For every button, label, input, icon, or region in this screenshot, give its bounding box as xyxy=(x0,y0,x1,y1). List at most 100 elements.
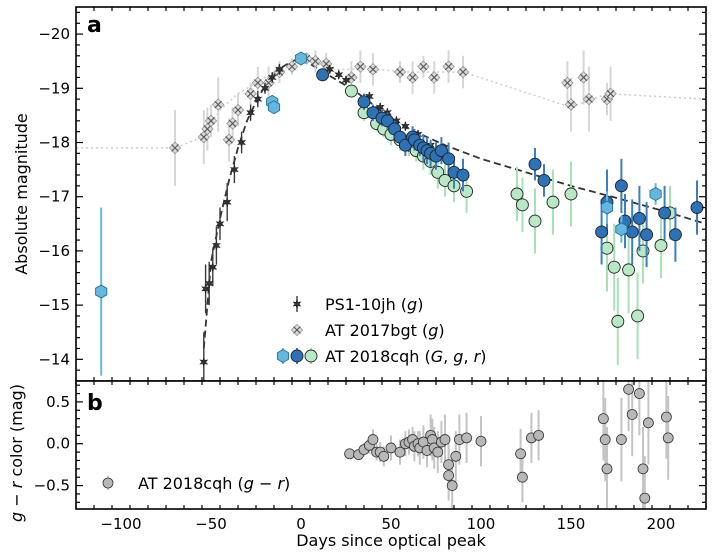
y-tick-label: 0.5 xyxy=(46,393,70,411)
legend-sep: , xyxy=(443,347,453,366)
series-at-2018cqh-g-point xyxy=(625,225,639,239)
series-ps1-10jh-g-point xyxy=(401,121,410,132)
series-color-gr-point xyxy=(599,434,611,445)
x-axis-title: Days since optical peak xyxy=(296,531,486,550)
series-at-2017bgt-g-point-stroke2 xyxy=(171,144,179,152)
series-at-2017bgt-g-point xyxy=(204,114,218,127)
series-color-gr-point xyxy=(450,450,462,462)
y-axis-title: Absolute magnitude xyxy=(12,113,31,275)
legend-color-r: r xyxy=(277,474,285,493)
series-at-2018cqh-g-point xyxy=(537,173,551,187)
series-color-gr-point xyxy=(515,448,526,460)
series-at-2018cqh-g-point xyxy=(615,222,628,237)
series-at-2017bgt-g-point-stroke2 xyxy=(264,79,273,87)
y-axis-title-color: g − r color (mag) xyxy=(7,384,26,522)
series-at-2018cqh-r-point xyxy=(607,260,621,274)
y-tick-label: −20 xyxy=(38,25,70,43)
y-axis-title-minus: − xyxy=(7,488,26,512)
series-at-2017bgt-g-point xyxy=(406,71,419,84)
series-at-2017bgt-g-point xyxy=(345,71,358,84)
series-at-2017bgt-g-point-stroke2 xyxy=(228,119,237,128)
series-at-2018cqh-g-point xyxy=(632,211,646,225)
legend-color-minus: − xyxy=(254,474,278,493)
series-color-gr-point xyxy=(443,459,455,471)
series-at-2017bgt-g-point-stroke2 xyxy=(459,68,467,76)
series-at-2018cqh-g-point xyxy=(528,157,542,171)
series-at-2018cqh-g-point xyxy=(668,228,682,242)
series-at-2017bgt-g-point xyxy=(168,141,182,155)
series-color-gr-point xyxy=(598,413,609,425)
series-at-2018cqh-g-point xyxy=(380,114,394,128)
legend: PS1-10jh (g) AT 2017bgt (g) AT 2018cqh (G,… xyxy=(276,295,486,366)
series-at-2017bgt-g-point-stroke2 xyxy=(430,73,438,82)
series-at-2018cqh-g-point xyxy=(658,206,672,220)
y-tick-label: −18 xyxy=(38,134,70,152)
series-at-2017bgt-g-point xyxy=(428,71,441,84)
series-ps1-10jh-g-point xyxy=(222,197,232,208)
legend-at2018cqh-g-marker xyxy=(290,349,304,363)
x-tick-label: 100 xyxy=(467,515,496,533)
series-at-2017bgt-g-point xyxy=(393,65,407,79)
series-at-2018cqh-r-point xyxy=(564,187,578,201)
panel-label: a xyxy=(87,13,102,38)
series-at-2018cqh-r-point xyxy=(344,84,358,98)
series-at-2017bgt-g-point xyxy=(285,60,299,73)
series-at-2017bgt-g-point xyxy=(226,117,239,130)
y-tick-label: −15 xyxy=(38,296,70,314)
legend-at2018cqh-r-marker xyxy=(304,349,318,363)
legend-at2018cqh-label: AT 2018cqh (G, g, r) xyxy=(325,347,486,366)
series-color-gr-point xyxy=(344,448,356,460)
panel-b-plot-area xyxy=(344,381,674,509)
series-at-2017bgt-g-point-stroke2 xyxy=(419,62,428,71)
series-at-2018cqh-g-point xyxy=(434,144,448,158)
legend-suffix: ) xyxy=(480,347,486,366)
series-at-2017bgt-g-point-stroke2 xyxy=(396,68,404,76)
y-tick-label: −14 xyxy=(38,350,70,368)
series-ps1-10jh-g-point xyxy=(341,75,351,86)
series-at-2018cqh-g-point xyxy=(267,100,281,115)
x-tick-label: 200 xyxy=(647,515,676,533)
series-at-2018cqh-r-point xyxy=(600,241,614,255)
legend-at2017bgt-marker xyxy=(290,323,304,337)
series-at-2018cqh-r-point xyxy=(431,165,445,179)
series-ps1-10jh-g-point xyxy=(267,72,277,83)
series-ps1-10jh-g-point xyxy=(215,218,225,229)
legend-color-marker xyxy=(102,477,114,489)
series-at-2017bgt-g-point xyxy=(417,60,430,73)
series-ps1-10jh-g-point xyxy=(208,262,218,273)
series-at-2018cqh-g-point xyxy=(614,179,628,193)
model-curve-ps1-10jh-model xyxy=(202,57,706,349)
series-ps1-10jh-g-point xyxy=(325,64,335,75)
y-tick-label: −19 xyxy=(38,79,70,97)
series-at-2017bgt-g-point-stroke2 xyxy=(579,73,588,82)
legend-ps1-band: g xyxy=(407,295,417,314)
series-at-2018cqh-g-point xyxy=(595,225,609,239)
y-tick-label: 0.0 xyxy=(46,435,70,453)
series-at-2017bgt-g-point-stroke2 xyxy=(369,65,377,74)
x-tick-label: 150 xyxy=(557,515,586,533)
series-at-2018cqh-g xyxy=(95,51,662,376)
model-curve-at-2017bgt-model xyxy=(76,57,706,149)
panel-a: −20 −19 −18 −17 −16 −15 −14 Absolute magnitude a… xyxy=(12,6,707,382)
series-color-gr-point xyxy=(439,434,451,445)
series-at-2017bgt-g-point-stroke2 xyxy=(254,79,262,87)
legend-at2018cqh-G-marker xyxy=(276,348,290,364)
series-ps1-10jh-g-point xyxy=(334,69,344,80)
series-color-gr-point xyxy=(601,463,613,475)
series-at-2017bgt-g-point xyxy=(244,87,257,100)
series-ps1-10jh-g-point xyxy=(204,278,214,289)
legend-at2018cqh-G-band: G xyxy=(431,347,443,366)
series-at-2017bgt-g-point-stroke2 xyxy=(563,79,572,87)
series-color-gr-point xyxy=(385,442,397,454)
x-tick-label: −100 xyxy=(100,515,141,533)
series-color-gr-point xyxy=(639,492,651,504)
series-color-gr-point xyxy=(446,480,458,491)
series-at-2017bgt-g-point xyxy=(577,71,590,84)
x-tick-label: 0 xyxy=(296,515,306,533)
series-color-gr-point xyxy=(461,432,473,444)
series-at-2018cqh-r-point xyxy=(546,195,560,209)
series-at-2018cqh-g-point xyxy=(640,228,654,242)
series-at-2017bgt-g-point-stroke2 xyxy=(567,100,575,109)
series-ps1-10jh-g-point xyxy=(199,356,209,368)
